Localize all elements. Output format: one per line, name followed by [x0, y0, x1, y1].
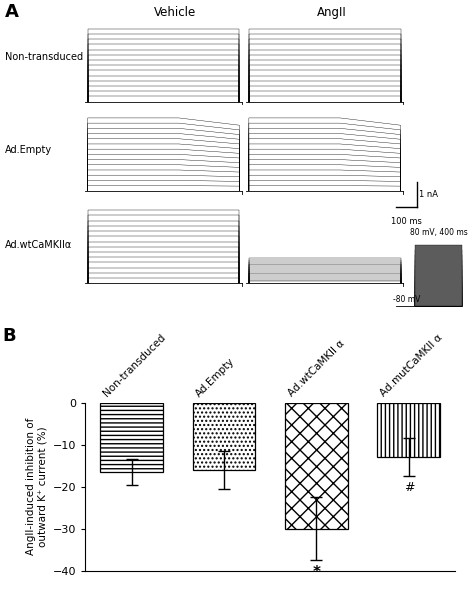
- Text: Non-transduced: Non-transduced: [101, 332, 167, 399]
- Bar: [415, 260, 462, 306]
- Text: Non-transduced: Non-transduced: [5, 52, 83, 63]
- Text: AngII: AngII: [317, 7, 346, 19]
- Text: Ad.wtCaMKIIα: Ad.wtCaMKIIα: [5, 240, 72, 250]
- Text: Ad.Empty: Ad.Empty: [5, 145, 52, 154]
- Bar: [415, 291, 462, 306]
- Text: A: A: [5, 3, 18, 21]
- Bar: [415, 245, 462, 306]
- Bar: [285, 403, 348, 529]
- Text: Ad.Empty: Ad.Empty: [194, 356, 237, 399]
- Bar: [192, 403, 255, 470]
- Bar: [415, 255, 462, 306]
- Text: 100 ms: 100 ms: [391, 216, 422, 225]
- Bar: [415, 270, 462, 306]
- Bar: [415, 300, 462, 306]
- Bar: [415, 285, 462, 306]
- Text: 80 mV, 400 ms: 80 mV, 400 ms: [410, 228, 467, 237]
- Y-axis label: AngII-induced inhibition of
outward K⁺ current (%): AngII-induced inhibition of outward K⁺ c…: [26, 418, 47, 555]
- Text: 1 nA: 1 nA: [419, 190, 438, 199]
- Text: Vehicle: Vehicle: [154, 7, 197, 19]
- Text: -80 mV: -80 mV: [393, 295, 421, 304]
- Bar: [415, 266, 462, 306]
- Bar: [377, 403, 440, 457]
- Text: *: *: [312, 566, 320, 581]
- Text: Ad.mutCaMKII α: Ad.mutCaMKII α: [379, 333, 445, 399]
- Bar: [100, 403, 163, 472]
- Bar: [415, 275, 462, 306]
- Text: Ad.wtCaMKII α: Ad.wtCaMKII α: [286, 338, 346, 399]
- Bar: [415, 296, 462, 306]
- Bar: [415, 281, 462, 306]
- Text: #: #: [403, 481, 414, 495]
- Bar: [415, 250, 462, 306]
- Text: B: B: [2, 327, 16, 345]
